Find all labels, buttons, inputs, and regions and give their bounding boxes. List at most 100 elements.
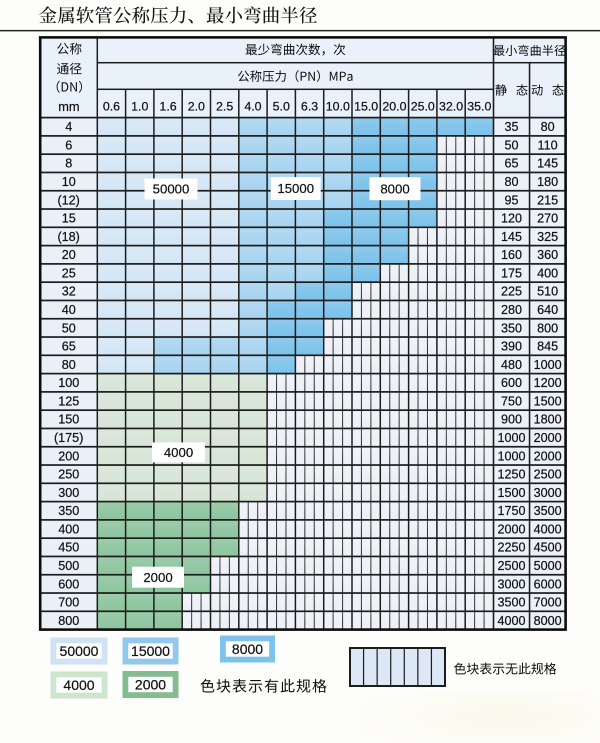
svg-text:40: 40 bbox=[62, 303, 76, 317]
svg-text:270: 270 bbox=[537, 212, 558, 226]
svg-text:5.0: 5.0 bbox=[273, 99, 290, 113]
svg-text:50: 50 bbox=[62, 321, 76, 335]
svg-text:2000: 2000 bbox=[143, 570, 172, 585]
svg-text:15000: 15000 bbox=[277, 181, 314, 196]
svg-text:50000: 50000 bbox=[153, 182, 190, 197]
svg-text:900: 900 bbox=[501, 413, 522, 427]
svg-text:10.0: 10.0 bbox=[326, 99, 350, 113]
svg-text:2000: 2000 bbox=[534, 431, 562, 445]
svg-text:500: 500 bbox=[58, 559, 79, 573]
svg-text:800: 800 bbox=[537, 321, 558, 335]
svg-text:80: 80 bbox=[505, 175, 519, 189]
svg-text:300: 300 bbox=[58, 486, 79, 500]
svg-text:700: 700 bbox=[58, 596, 79, 610]
svg-text:510: 510 bbox=[537, 285, 558, 299]
svg-text:350: 350 bbox=[58, 504, 79, 518]
svg-text:6.3: 6.3 bbox=[301, 99, 318, 113]
svg-text:225: 225 bbox=[501, 285, 522, 299]
svg-text:2.5: 2.5 bbox=[216, 99, 233, 113]
svg-text:1750: 1750 bbox=[498, 504, 526, 518]
svg-text:150: 150 bbox=[58, 413, 79, 427]
svg-text:400: 400 bbox=[58, 522, 79, 536]
svg-text:5000: 5000 bbox=[534, 559, 562, 573]
svg-text:3000: 3000 bbox=[534, 486, 562, 500]
svg-text:2.0: 2.0 bbox=[188, 99, 205, 113]
svg-text:32.0: 32.0 bbox=[439, 99, 463, 113]
svg-text:3000: 3000 bbox=[498, 577, 526, 591]
svg-text:10: 10 bbox=[62, 175, 76, 189]
svg-text:25: 25 bbox=[62, 266, 76, 280]
svg-text:100: 100 bbox=[58, 376, 79, 390]
svg-text:1.6: 1.6 bbox=[159, 99, 176, 113]
svg-text:480: 480 bbox=[501, 358, 522, 372]
svg-text:15000: 15000 bbox=[131, 643, 170, 659]
svg-text:250: 250 bbox=[58, 468, 79, 482]
svg-text:450: 450 bbox=[58, 541, 79, 555]
svg-text:110: 110 bbox=[538, 138, 558, 152]
svg-text:800: 800 bbox=[58, 614, 79, 628]
svg-text:15.0: 15.0 bbox=[354, 99, 378, 113]
svg-text:20: 20 bbox=[62, 248, 76, 262]
svg-text:180: 180 bbox=[537, 175, 558, 189]
svg-text:80: 80 bbox=[541, 120, 555, 134]
svg-text:175: 175 bbox=[501, 266, 522, 280]
svg-text:mm: mm bbox=[58, 99, 79, 114]
svg-text:2000: 2000 bbox=[534, 449, 562, 463]
svg-text:1500: 1500 bbox=[498, 486, 526, 500]
svg-text:120: 120 bbox=[501, 212, 522, 226]
svg-text:32: 32 bbox=[62, 285, 76, 299]
svg-text:360: 360 bbox=[537, 248, 558, 262]
svg-text:0.6: 0.6 bbox=[103, 99, 120, 113]
svg-text:50: 50 bbox=[505, 138, 519, 152]
svg-text:4500: 4500 bbox=[534, 541, 562, 555]
svg-text:95: 95 bbox=[505, 193, 519, 207]
svg-text:2500: 2500 bbox=[534, 468, 562, 482]
svg-text:215: 215 bbox=[537, 193, 558, 207]
svg-text:(12): (12) bbox=[57, 193, 79, 207]
svg-text:3500: 3500 bbox=[498, 596, 526, 610]
svg-text:1000: 1000 bbox=[498, 449, 526, 463]
svg-text:4000: 4000 bbox=[164, 445, 193, 460]
svg-text:3500: 3500 bbox=[534, 504, 562, 518]
svg-text:1200: 1200 bbox=[534, 376, 562, 390]
svg-text:20.0: 20.0 bbox=[382, 99, 406, 113]
svg-text:4000: 4000 bbox=[534, 522, 562, 536]
svg-text:750: 750 bbox=[501, 394, 522, 408]
svg-text:160: 160 bbox=[501, 248, 522, 262]
svg-text:1000: 1000 bbox=[498, 431, 526, 445]
svg-text:2250: 2250 bbox=[498, 541, 526, 555]
svg-text:65: 65 bbox=[505, 157, 519, 171]
svg-text:65: 65 bbox=[62, 340, 76, 354]
svg-text:7000: 7000 bbox=[534, 596, 562, 610]
svg-text:600: 600 bbox=[501, 376, 522, 390]
svg-text:35: 35 bbox=[505, 120, 519, 134]
svg-text:1.0: 1.0 bbox=[131, 99, 148, 113]
svg-text:6: 6 bbox=[65, 138, 72, 152]
svg-text:280: 280 bbox=[501, 303, 522, 317]
svg-text:125: 125 bbox=[58, 394, 79, 408]
svg-text:15: 15 bbox=[62, 212, 76, 226]
svg-text:(175): (175) bbox=[54, 431, 83, 445]
svg-text:400: 400 bbox=[537, 266, 558, 280]
svg-text:2000: 2000 bbox=[498, 522, 526, 536]
svg-text:25.0: 25.0 bbox=[411, 99, 435, 113]
svg-text:2000: 2000 bbox=[135, 677, 166, 693]
svg-text:1800: 1800 bbox=[534, 413, 562, 427]
svg-text:35.0: 35.0 bbox=[467, 99, 491, 113]
svg-text:80: 80 bbox=[62, 358, 76, 372]
svg-text:390: 390 bbox=[501, 340, 522, 354]
svg-text:350: 350 bbox=[501, 321, 522, 335]
svg-text:1250: 1250 bbox=[498, 468, 526, 482]
svg-text:4.0: 4.0 bbox=[244, 99, 261, 113]
svg-text:4000: 4000 bbox=[498, 614, 526, 628]
svg-text:145: 145 bbox=[501, 230, 522, 244]
svg-text:2500: 2500 bbox=[498, 559, 526, 573]
svg-text:600: 600 bbox=[58, 577, 79, 591]
svg-text:1500: 1500 bbox=[534, 394, 562, 408]
svg-text:(18): (18) bbox=[57, 230, 79, 244]
svg-text:1000: 1000 bbox=[534, 358, 562, 372]
svg-text:845: 845 bbox=[537, 340, 558, 354]
svg-text:50000: 50000 bbox=[60, 643, 99, 659]
svg-text:640: 640 bbox=[537, 303, 558, 317]
svg-text:4: 4 bbox=[65, 120, 72, 134]
